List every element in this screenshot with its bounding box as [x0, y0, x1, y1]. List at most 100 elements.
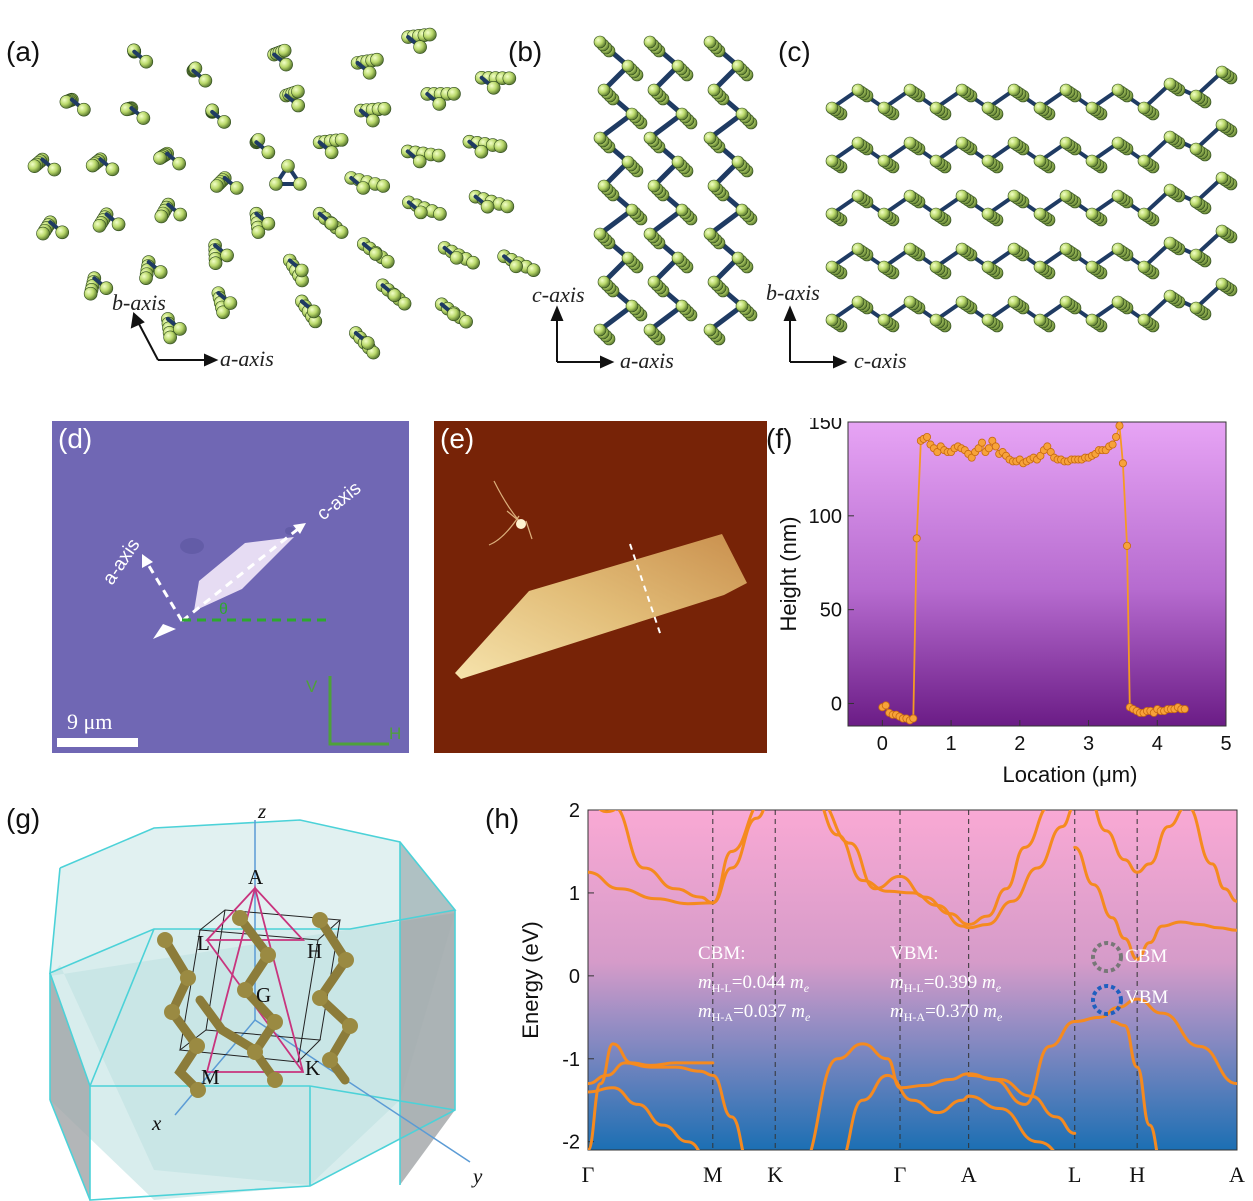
atom	[851, 83, 865, 97]
atom	[1007, 136, 1021, 150]
y-axis-label: y	[471, 1164, 483, 1188]
atom	[139, 54, 154, 69]
axis-indicator-a	[130, 312, 219, 367]
afm-image	[434, 421, 767, 753]
atom	[851, 189, 865, 203]
atom	[625, 299, 639, 313]
y-axis-title: Energy (eV)	[518, 921, 543, 1038]
atom	[449, 251, 464, 265]
atom	[1059, 295, 1073, 309]
atom	[324, 145, 339, 160]
atom	[277, 43, 292, 58]
atom	[877, 101, 891, 115]
atom	[1059, 83, 1073, 97]
atom	[877, 313, 891, 327]
atom	[136, 111, 151, 125]
atom	[387, 288, 402, 303]
atom	[1085, 101, 1099, 115]
atom	[825, 101, 839, 115]
band-line	[967, 1073, 1077, 1135]
atom	[293, 177, 307, 191]
cbm-marker-label: CBM	[1125, 946, 1167, 967]
atom	[1059, 136, 1073, 150]
point-h-label: H	[307, 939, 322, 963]
atom	[825, 313, 839, 327]
y-tick-label: 150	[809, 418, 842, 434]
atom	[370, 52, 384, 67]
atom	[1007, 189, 1021, 203]
axis-indicator-b	[550, 305, 615, 369]
atom	[281, 159, 295, 173]
band-line	[588, 1042, 715, 1150]
atom	[671, 251, 685, 265]
atom	[173, 207, 188, 222]
atom	[172, 156, 186, 171]
point-m-label: M	[201, 1065, 220, 1089]
b-c-axis-label: c-axis	[532, 282, 585, 307]
panel-e-label: (e)	[440, 423, 475, 454]
atom	[1215, 171, 1229, 185]
pol-h-label: H	[389, 724, 401, 743]
atom	[361, 336, 375, 350]
atom	[707, 83, 721, 97]
atom	[1111, 295, 1125, 309]
y-tick-label: 50	[820, 600, 842, 622]
atom	[27, 159, 42, 173]
x-tick-label: 5	[1220, 733, 1231, 755]
data-point	[909, 714, 918, 723]
c-b-axis-label: b-axis	[766, 280, 820, 305]
atom	[825, 207, 839, 221]
atom	[621, 59, 635, 73]
atom	[1059, 242, 1073, 256]
band-line	[1073, 845, 1237, 961]
atom	[92, 219, 107, 233]
a-a-axis-label: a-axis	[220, 346, 274, 371]
cbm-circle	[1091, 941, 1123, 973]
atom	[1215, 224, 1229, 238]
atom	[412, 154, 427, 169]
atom	[675, 107, 689, 121]
x-axis-label: x	[151, 1111, 162, 1135]
atom	[1085, 260, 1099, 274]
atom	[413, 40, 427, 54]
data-point	[881, 701, 890, 710]
point-g-label: G	[256, 983, 271, 1007]
bond	[647, 111, 685, 141]
atom	[955, 242, 969, 256]
atom	[825, 154, 839, 168]
theta-label: θ	[219, 601, 228, 618]
atom	[929, 207, 943, 221]
atom	[1137, 260, 1151, 274]
atom	[105, 162, 120, 177]
atom	[643, 35, 657, 49]
atom	[903, 242, 917, 256]
structure-view-b	[593, 35, 758, 346]
panel-g-label: (g)	[6, 803, 41, 834]
data-point	[978, 438, 987, 447]
atom	[229, 181, 244, 195]
optical-image: θ a-axis c-axis 9 μm V H	[52, 421, 409, 753]
atom	[929, 260, 943, 274]
atom	[731, 251, 745, 265]
band-line	[845, 1073, 1055, 1150]
plot-area	[847, 421, 1227, 727]
atom	[376, 179, 391, 193]
atom	[981, 207, 995, 221]
atom	[397, 296, 412, 311]
atom	[154, 209, 169, 224]
band-line	[598, 810, 617, 814]
x-tick-label: 0	[877, 733, 888, 755]
bond	[597, 111, 635, 141]
atom	[208, 256, 223, 271]
atom	[593, 131, 607, 145]
crystal-structures: b-axis a-axis c-axis a-axis b-axis c-axi…	[27, 27, 1238, 373]
atom	[294, 263, 309, 278]
cbm-mass-ha: mH-A=0.037 me	[698, 1001, 811, 1024]
band-line	[588, 810, 765, 906]
polarization-axes	[328, 676, 389, 746]
atom	[1111, 189, 1125, 203]
atom	[1137, 154, 1151, 168]
atom	[111, 217, 126, 232]
atom	[432, 97, 447, 111]
atom	[621, 251, 635, 265]
